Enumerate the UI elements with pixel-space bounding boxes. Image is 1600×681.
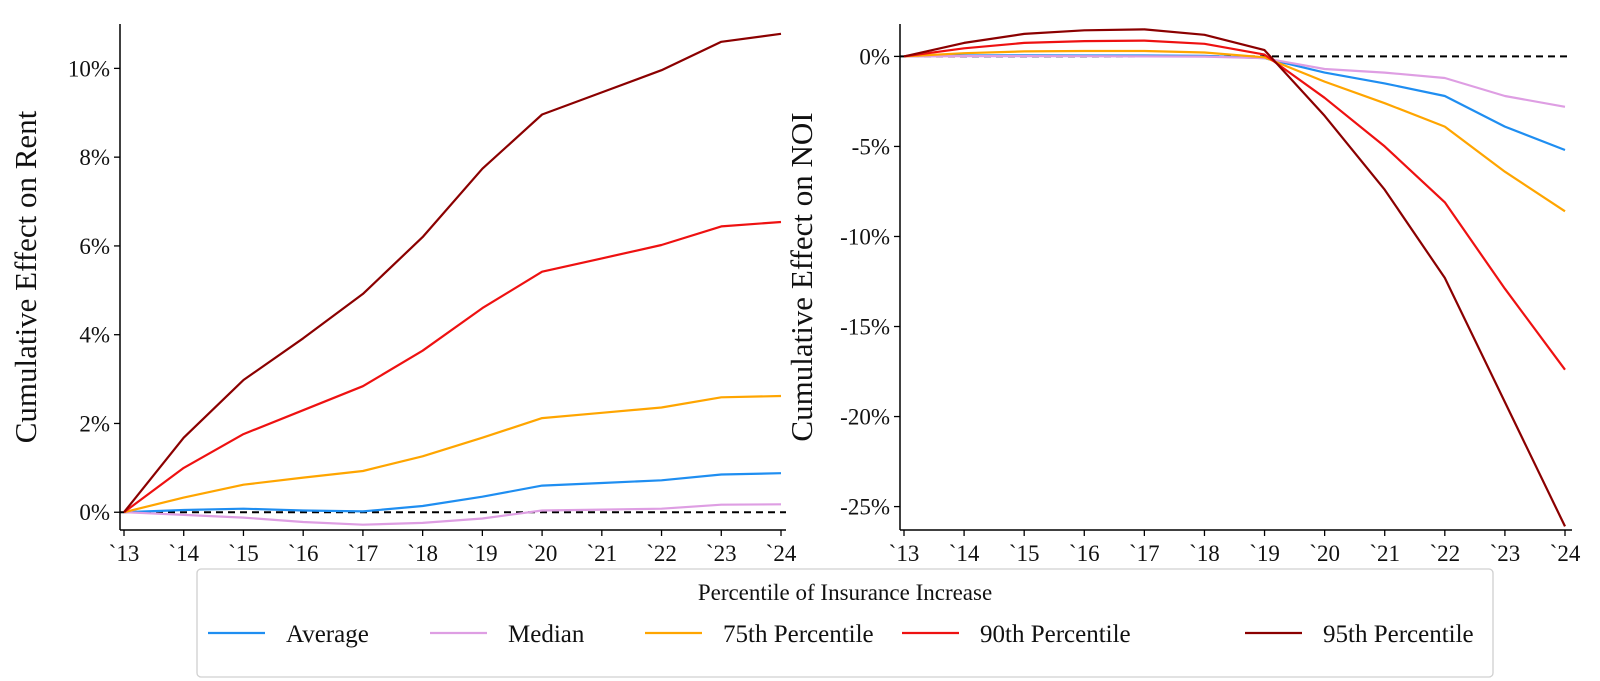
y-tick-label: -20%: [840, 405, 890, 430]
y-tick-label: 4%: [79, 323, 110, 348]
x-tick-label: `21: [586, 541, 617, 566]
legend-entry-90th-percentile: 90th Percentile: [902, 621, 1131, 648]
series-line-90th-percentile: [123, 220, 782, 514]
x-tick-label: `18: [1189, 541, 1220, 566]
y-tick-label: 10%: [68, 56, 110, 81]
legend-frame: [196, 568, 1494, 678]
x-tick-label: `20: [527, 541, 558, 566]
legend-title: Percentile of Insurance Increase: [698, 580, 992, 605]
y-tick-label: 2%: [79, 411, 110, 436]
series-line-median: [903, 54, 1566, 108]
legend-label: Median: [508, 621, 585, 648]
legend-entries: Average Median 75th Percentile 90th Percent…: [208, 621, 1474, 648]
y-tick-label: -15%: [840, 315, 890, 340]
legend-entry-median: Median: [430, 621, 585, 648]
x-tick-label: `17: [1129, 541, 1160, 566]
y-tick-label: 0%: [859, 44, 890, 69]
x-tick-label: `22: [1429, 541, 1460, 566]
legend-entry-95th-percentile: 95th Percentile: [1245, 621, 1474, 648]
y-tick-label: 8%: [79, 145, 110, 170]
x-tick-label: `15: [1009, 541, 1040, 566]
y-tick-label: -5%: [852, 134, 890, 159]
x-tick-label: `22: [646, 541, 677, 566]
x-tick-label: `24: [766, 541, 797, 566]
x-tick-label: `21: [1369, 541, 1400, 566]
x-tick-label: `16: [288, 541, 319, 566]
noi-effect-panel: `13 `14 `15 `16 `17 `18 `19 `20 `21 `22 `23 `24 0% -5…: [784, 24, 1581, 566]
legend-label: 95th Percentile: [1323, 621, 1474, 648]
x-tick-label: `23: [706, 541, 737, 566]
series-line-average: [903, 54, 1566, 152]
x-tick-label: `19: [467, 541, 498, 566]
x-tick-label: `13: [109, 541, 140, 566]
x-tick-label: `24: [1550, 541, 1581, 566]
series-line-average: [123, 472, 782, 514]
legend: Percentile of Insurance Increase Average…: [196, 568, 1494, 678]
x-tick-label: `16: [1069, 541, 1100, 566]
x-tick-label: `15: [228, 541, 259, 566]
y-tick-label: 0%: [79, 500, 110, 525]
series-line-75th-percentile: [903, 49, 1566, 213]
x-tick-label: `18: [407, 541, 438, 566]
series-line-75th-percentile: [123, 394, 782, 514]
legend-label: 75th Percentile: [723, 621, 874, 648]
x-tick-label: `23: [1490, 541, 1521, 566]
series-line-95th-percentile: [123, 32, 782, 513]
x-tick-label: `14: [949, 541, 980, 566]
x-tick-label: `17: [348, 541, 379, 566]
x-tick-label: `19: [1249, 541, 1280, 566]
series-line-95th-percentile: [903, 28, 1566, 527]
series-line-median: [123, 503, 782, 526]
x-tick-label: `20: [1309, 541, 1340, 566]
y-tick-label: -10%: [840, 224, 890, 249]
y-tick-label: -25%: [840, 495, 890, 520]
y-axis-title: Cumulative Effect on NOI: [784, 112, 819, 441]
legend-label: Average: [286, 621, 369, 648]
y-tick-label: 6%: [79, 234, 110, 259]
legend-entry-75th-percentile: 75th Percentile: [645, 621, 874, 648]
x-tick-label: `14: [168, 541, 199, 566]
y-axis-title: Cumulative Effect on Rent: [8, 110, 43, 443]
legend-entry-average: Average: [208, 621, 369, 648]
x-tick-label: `13: [889, 541, 920, 566]
series-line-90th-percentile: [903, 39, 1566, 371]
rent-effect-panel: `13 `14 `15 `16 `17 `18 `19 `20 `21 `22 `23 `24 0% 2%…: [8, 24, 797, 566]
legend-label: 90th Percentile: [980, 621, 1131, 648]
